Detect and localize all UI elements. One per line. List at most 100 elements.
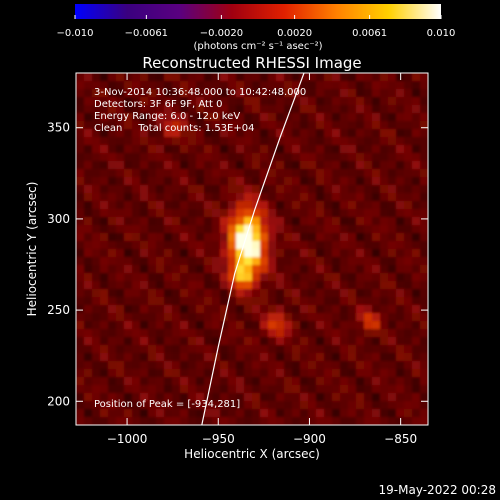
heatmap-cell: [340, 401, 349, 410]
heatmap-cell: [316, 401, 325, 410]
heatmap-cell: [196, 193, 205, 202]
heatmap-cell: [140, 361, 149, 370]
heatmap-cell: [284, 281, 293, 290]
heatmap-cell: [332, 281, 341, 290]
heatmap-cell: [380, 177, 389, 186]
heatmap-cell: [172, 137, 181, 146]
heatmap-cell: [324, 73, 333, 82]
heatmap-cell: [412, 241, 421, 250]
heatmap-cell: [300, 401, 309, 410]
heatmap-cell: [308, 273, 317, 282]
heatmap-cell: [388, 377, 397, 386]
heatmap-cell: [124, 353, 133, 362]
heatmap-cell: [156, 209, 165, 218]
heatmap-cell: [84, 305, 93, 314]
heatmap-cell: [252, 321, 261, 330]
heatmap-cell: [252, 137, 261, 146]
heatmap-cell: [228, 73, 237, 82]
heatmap-cell: [252, 393, 261, 402]
heatmap-cell: [388, 401, 397, 410]
heatmap-cell: [324, 193, 333, 202]
heatmap-cell: [228, 361, 237, 370]
heatmap-cell: [76, 137, 85, 146]
heatmap-cell: [316, 113, 325, 122]
heatmap-cell: [116, 401, 125, 410]
heatmap-cell: [148, 313, 157, 322]
heatmap-cell: [308, 201, 317, 210]
heatmap-cell: [404, 249, 413, 258]
heatmap-cell: [276, 169, 285, 178]
heatmap-cell: [228, 169, 237, 178]
heatmap-cell: [276, 89, 285, 98]
heatmap-cell: [412, 129, 421, 138]
heatmap-cell: [412, 225, 421, 234]
heatmap-cell: [164, 377, 173, 386]
heatmap-cell: [300, 289, 309, 298]
heatmap-cell: [212, 249, 221, 258]
heatmap-cell: [244, 217, 253, 226]
heatmap-cell: [116, 321, 125, 330]
heatmap-cell: [100, 217, 109, 226]
heatmap-cell: [372, 361, 381, 370]
heatmap-cell: [372, 81, 381, 90]
heatmap-cell: [132, 201, 141, 210]
heatmap-cell: [356, 289, 365, 298]
heatmap-cell: [100, 361, 109, 370]
heatmap-cell: [172, 369, 181, 378]
heatmap-cell: [92, 409, 101, 418]
heatmap-cell: [236, 289, 245, 298]
heatmap-cell: [268, 161, 277, 170]
heatmap-cell: [300, 345, 309, 354]
heatmap-cell: [196, 113, 205, 122]
heatmap-cell: [172, 161, 181, 170]
heatmap-cell: [108, 113, 117, 122]
heatmap-cell: [100, 209, 109, 218]
heatmap-cell: [316, 353, 325, 362]
heatmap-cell: [164, 353, 173, 362]
heatmap-cell: [140, 137, 149, 146]
heatmap-cell: [260, 401, 269, 410]
heatmap-cell: [196, 169, 205, 178]
heatmap-cell: [76, 361, 85, 370]
heatmap-cell: [92, 81, 101, 90]
heatmap-cell: [412, 281, 421, 290]
heatmap-cell: [124, 281, 133, 290]
heatmap-cell: [324, 273, 333, 282]
heatmap-cell: [188, 249, 197, 258]
heatmap-cell: [284, 137, 293, 146]
heatmap-cell: [164, 217, 173, 226]
heatmap-cell: [372, 97, 381, 106]
heatmap-cell: [108, 337, 117, 346]
heatmap-cell: [84, 185, 93, 194]
heatmap-cell: [132, 417, 141, 425]
heatmap-cell: [84, 265, 93, 274]
heatmap-cell: [380, 97, 389, 106]
heatmap-cell: [260, 113, 269, 122]
heatmap-cell: [260, 409, 269, 418]
heatmap-cell: [76, 145, 85, 154]
heatmap-cell: [180, 369, 189, 378]
heatmap-cell: [156, 97, 165, 106]
heatmap-cell: [412, 417, 421, 425]
heatmap-cell: [348, 81, 357, 90]
colorbar-tick-label: 0.010: [427, 28, 456, 39]
heatmap-cell: [404, 369, 413, 378]
heatmap-cell: [252, 73, 261, 82]
heatmap-cell: [244, 169, 253, 178]
heatmap-cell: [244, 273, 253, 282]
heatmap-cell: [204, 369, 213, 378]
heatmap-cell: [268, 289, 277, 298]
peak-position-label: Position of Peak = [-934,281]: [94, 399, 240, 410]
heatmap-cell: [180, 401, 189, 410]
heatmap-cell: [380, 113, 389, 122]
heatmap-cell: [116, 209, 125, 218]
heatmap-cell: [140, 353, 149, 362]
heatmap-cell: [412, 337, 421, 346]
heatmap-cell: [316, 169, 325, 178]
heatmap-cell: [332, 273, 341, 282]
heatmap-cell: [252, 329, 261, 338]
heatmap-cell: [348, 153, 357, 162]
heatmap-cell: [380, 161, 389, 170]
heatmap-cell: [276, 281, 285, 290]
heatmap-cell: [412, 121, 421, 130]
